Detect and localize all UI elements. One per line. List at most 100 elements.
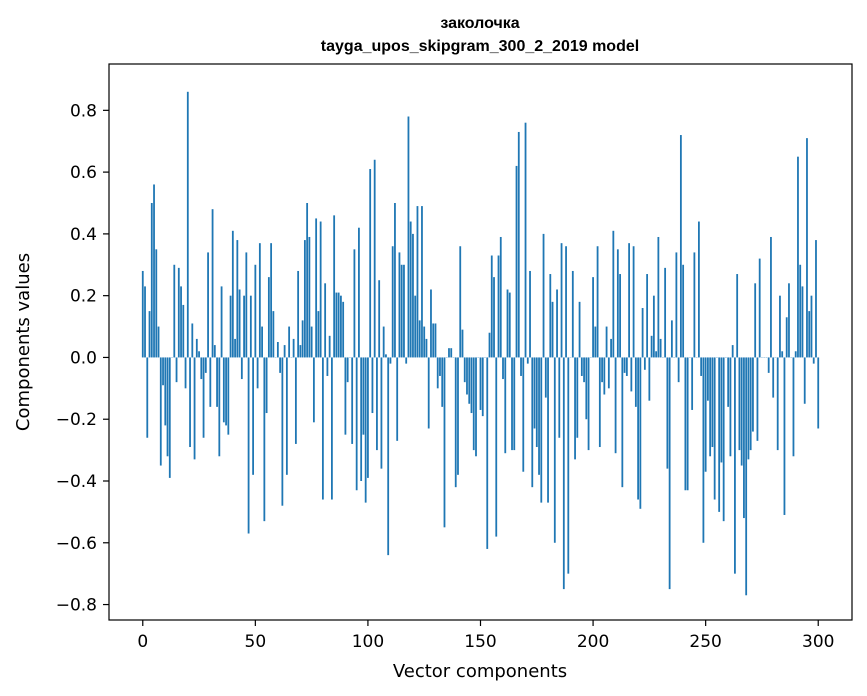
bar [301,320,304,358]
bar [625,357,628,376]
bar [389,357,392,364]
bar [707,357,709,401]
bar [466,357,468,395]
bar [405,357,408,364]
bar [743,357,745,519]
bar [799,264,802,358]
bar [358,227,360,358]
bar [218,357,221,457]
bar [734,357,736,574]
bar [481,357,484,417]
bar [779,295,781,358]
bar [817,357,820,429]
bar [155,249,158,358]
chart-subtitle: tayga_upos_skipgram_300_2_2019 model [321,38,639,55]
bar [173,264,176,358]
bar [567,357,570,574]
bar [598,357,601,448]
bar [607,357,610,389]
bar [385,354,387,358]
bar [585,357,588,420]
x-tick-label: 50 [245,632,267,652]
bar [362,357,365,435]
bar [675,252,678,358]
bar [371,357,374,414]
bar [220,286,223,358]
bar [515,165,518,358]
bar [634,357,637,407]
bar [506,289,509,358]
bar [679,135,682,358]
bar [511,357,513,451]
x-tick-label: 100 [352,632,384,652]
bar [369,169,372,358]
bar [574,357,576,460]
bar [698,221,700,358]
bar [299,345,302,358]
bar [524,122,527,358]
bar [538,357,540,475]
bar [394,203,396,358]
bar [416,206,419,358]
bar [249,295,252,358]
bar [736,274,739,358]
bar [508,292,511,358]
bar [686,357,689,491]
bar [628,243,630,358]
bar [227,357,230,435]
bar [632,246,635,358]
bar [718,357,721,512]
bar [204,357,207,373]
bar [781,351,784,358]
bar [450,348,453,358]
bar [562,357,565,590]
bar [704,357,707,472]
bar [306,203,309,358]
bar [797,156,799,358]
x-axis-label: Vector components [393,661,567,682]
bar [441,357,444,407]
bar [754,283,757,358]
bar [283,345,286,358]
bar [355,357,358,491]
bar [279,357,282,373]
bar [571,270,574,358]
bar [141,270,144,358]
bar [423,326,426,358]
bar [177,267,180,358]
plot-frame [108,63,853,621]
bar [407,116,410,358]
bar [578,301,581,358]
bar [265,357,268,414]
bar [207,252,209,358]
bar [641,308,644,358]
bar [412,233,414,358]
bar [490,255,493,358]
bar [747,357,750,460]
bar [605,326,608,358]
bar [331,357,333,500]
bar [342,301,345,358]
bar [792,357,795,457]
bar [351,357,354,444]
bar [340,295,342,358]
bar [745,357,748,596]
bar [180,286,182,358]
bar [729,357,732,457]
bar [238,289,241,358]
bar [670,320,673,358]
bar [693,252,696,358]
bar [189,357,191,448]
bar [580,357,583,376]
bar [353,249,356,358]
bar [216,357,218,407]
y-tick-label: −0.2 [56,410,97,430]
bar [803,357,806,404]
bar [324,283,327,358]
bar [738,357,741,451]
bar [387,357,390,556]
bar [499,236,502,358]
bar [153,184,155,358]
bar [812,357,815,364]
bar [328,335,331,358]
